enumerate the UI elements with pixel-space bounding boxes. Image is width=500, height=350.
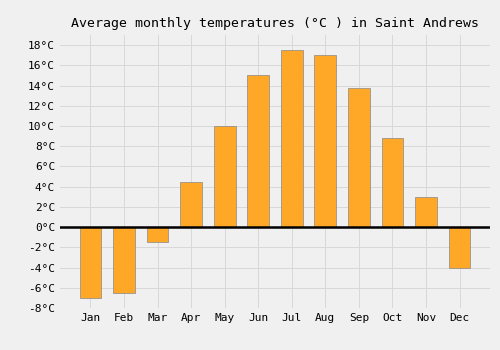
- Title: Average monthly temperatures (°C ) in Saint Andrews: Average monthly temperatures (°C ) in Sa…: [71, 17, 479, 30]
- Bar: [415, 197, 437, 227]
- Bar: [214, 126, 236, 227]
- Bar: [382, 138, 404, 227]
- Bar: [180, 182, 202, 227]
- Bar: [146, 227, 169, 242]
- Bar: [80, 227, 102, 298]
- Bar: [113, 227, 135, 293]
- Bar: [248, 76, 269, 227]
- Bar: [448, 227, 470, 267]
- Bar: [348, 88, 370, 227]
- Bar: [314, 55, 336, 227]
- Bar: [281, 50, 302, 227]
